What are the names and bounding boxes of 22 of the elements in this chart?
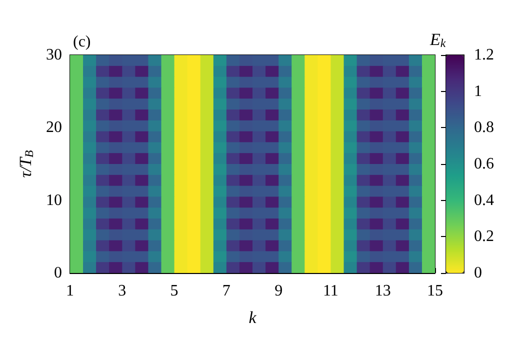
y-tick-label: 10: [46, 192, 62, 209]
x-tick-label: 7: [222, 282, 230, 300]
y-tick-label: 20: [46, 119, 62, 136]
x-axis-title: k: [248, 308, 257, 327]
color-bar-label: 0.4: [474, 192, 494, 209]
chart-title: (c): [73, 34, 91, 50]
color-bar-label: 0: [474, 264, 482, 282]
x-tick-label: 11: [323, 282, 338, 300]
x-tick-label: 9: [274, 282, 283, 300]
color-bar-label: 0.2: [474, 228, 494, 246]
x-tick-label: 15: [427, 282, 443, 300]
x-tick-label: 1: [66, 282, 74, 300]
x-tick-label: 13: [374, 282, 391, 300]
color-bar-label: 1.2: [474, 46, 494, 64]
color-bar-label: 0.8: [474, 119, 494, 136]
x-tick-label: 5: [170, 282, 178, 300]
color-bar-label: 1: [474, 82, 482, 100]
x-tick-label: 3: [118, 282, 126, 300]
color-bar-label: 0.6: [474, 156, 494, 172]
y-axis-title: τ/TB: [16, 150, 36, 178]
y-tick-label: 0: [54, 264, 62, 282]
y-tick-label: 30: [46, 46, 62, 64]
